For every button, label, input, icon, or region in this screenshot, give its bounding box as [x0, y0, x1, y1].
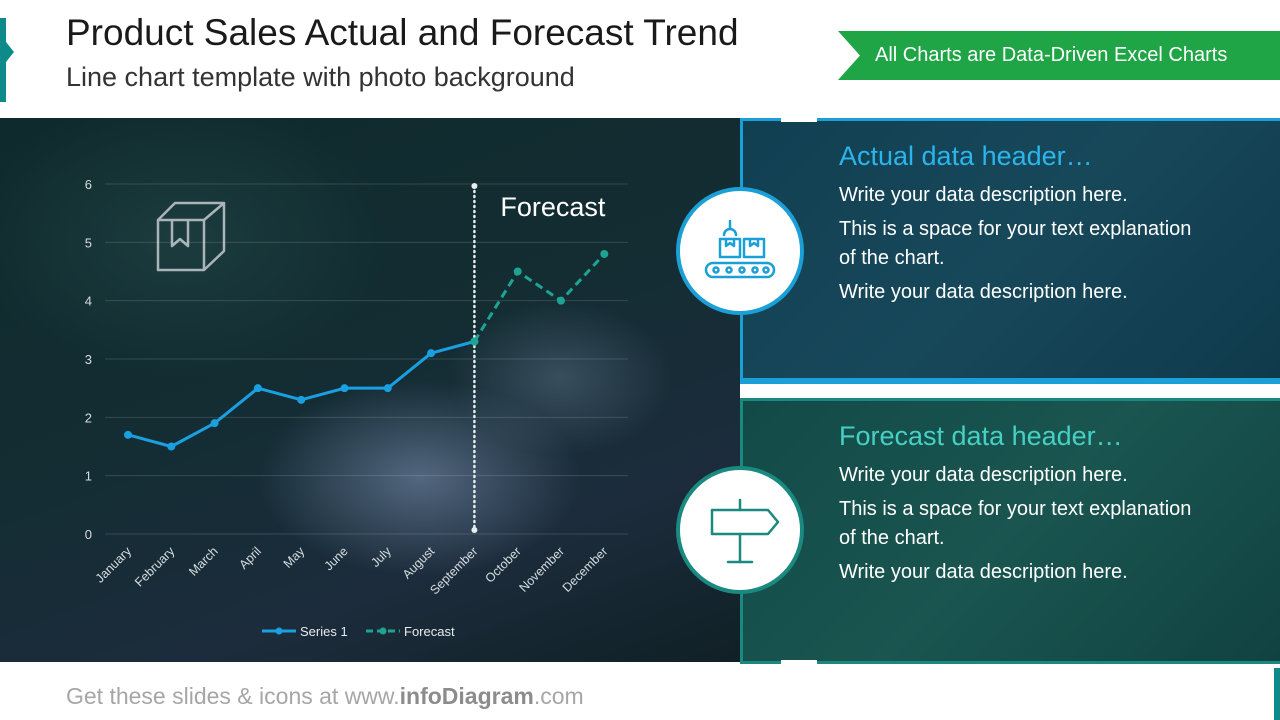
legend-swatch-dot: [379, 627, 387, 635]
data-point: [124, 430, 132, 439]
forecast-card-line-3: Write your data description here.: [839, 561, 1128, 583]
left-accent-bar: [0, 18, 6, 102]
actual-card-header: Actual data header…: [839, 141, 1093, 171]
right-accent-bar: [1274, 668, 1280, 720]
page-title: Product Sales Actual and Forecast Trend: [66, 12, 739, 53]
data-point: [427, 349, 436, 358]
data-point: [210, 419, 219, 428]
actual-card-line-3: Write your data description here.: [839, 281, 1128, 303]
data-point: [167, 442, 176, 451]
x-tick-label: December: [560, 544, 611, 595]
data-point: [470, 337, 479, 346]
forecast-data-card: Forecast data header… Write your data de…: [740, 398, 1280, 664]
forecast-icon-circle: [676, 466, 804, 594]
x-tick-label: February: [132, 544, 178, 590]
conveyor-belt-icon: [704, 219, 776, 279]
y-tick-label: 0: [85, 527, 92, 542]
y-tick-label: 5: [85, 235, 92, 250]
x-tick-label: April: [236, 544, 264, 572]
series-line-1: [127, 340, 475, 448]
x-tick-label: May: [281, 544, 308, 571]
footer-prefix: Get these slides & icons at www.: [66, 683, 400, 709]
data-driven-banner: All Charts are Data-Driven Excel Charts: [838, 31, 1280, 80]
actual-card-line-1: Write your data description here.: [839, 184, 1128, 206]
legend-swatch-dot: [275, 627, 283, 635]
footer-suffix: .com: [533, 683, 584, 709]
y-tick-label: 6: [85, 177, 92, 192]
footer-brand: infoDiagram: [399, 683, 534, 709]
legend-label: Series 1: [300, 624, 348, 639]
actual-card-line-2: This is a space for your text explanatio…: [839, 218, 1192, 269]
actual-icon-circle: [676, 187, 804, 315]
signpost-icon: [710, 498, 780, 564]
x-tick-label: January: [93, 544, 135, 586]
data-point: [513, 267, 522, 276]
data-point: [340, 384, 349, 393]
data-point: [557, 296, 565, 305]
x-tick-label: September: [427, 544, 480, 597]
divider-top-dot: [471, 183, 478, 189]
box-icon: [156, 201, 226, 272]
x-tick-label: March: [186, 544, 220, 578]
card-notch: [781, 660, 817, 664]
forecast-card-text: Write your data description here. This i…: [839, 461, 1199, 592]
left-accent-tip: [6, 42, 14, 62]
x-tick-label: November: [516, 544, 567, 595]
y-tick-label: 2: [85, 410, 92, 425]
forecast-card-line-1: Write your data description here.: [839, 464, 1128, 486]
data-point: [600, 250, 609, 258]
actual-card-text: Write your data description here. This i…: [839, 181, 1199, 312]
forecast-card-header: Forecast data header…: [839, 421, 1123, 451]
footer-credit[interactable]: Get these slides & icons at www.infoDiag…: [66, 683, 584, 710]
legend-label: Forecast: [404, 624, 455, 639]
x-tick-label: July: [368, 544, 394, 570]
y-tick-label: 1: [85, 469, 92, 484]
x-tick-label: October: [482, 544, 523, 585]
data-point: [383, 384, 392, 393]
data-point: [253, 384, 262, 393]
forecast-annotation: Forecast: [500, 192, 606, 222]
y-tick-label: 4: [85, 294, 92, 309]
page-subtitle: Line chart template with photo backgroun…: [66, 62, 575, 92]
data-point: [297, 395, 306, 404]
forecast-card-line-2: This is a space for your text explanatio…: [839, 498, 1192, 549]
x-tick-label: August: [400, 544, 438, 582]
divider-bottom-dot: [471, 527, 478, 533]
actual-data-card: Actual data header… Write your data desc…: [740, 118, 1280, 384]
series-line-2: [473, 252, 606, 343]
card-notch: [781, 118, 817, 122]
x-tick-label: June: [322, 544, 351, 573]
y-tick-label: 3: [85, 352, 92, 367]
chart-panel: 0 1 2 3 4 5 6 January February March April May June J…: [0, 118, 740, 662]
